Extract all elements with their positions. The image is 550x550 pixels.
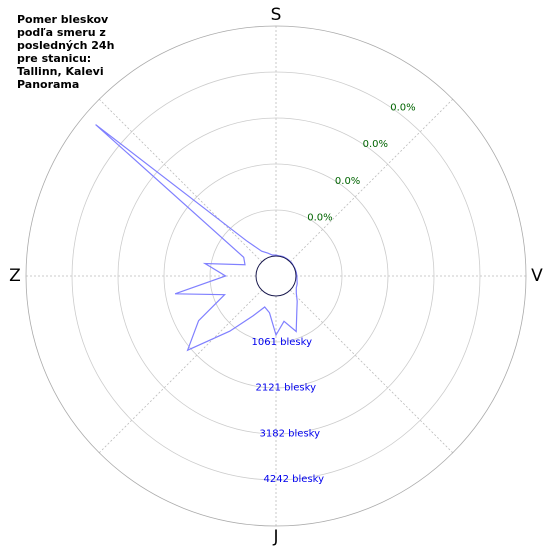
y-tick-label: 3182 blesky	[260, 428, 321, 439]
spoke	[98, 98, 263, 263]
title-line: posledných 24h	[17, 39, 115, 52]
outer-ring	[25, 25, 527, 527]
y-tick-label: 4242 blesky	[264, 474, 325, 485]
direction-label: V	[531, 266, 543, 286]
title-line: pre stanicu:	[17, 52, 92, 65]
title-line: podľa smeru z	[17, 26, 106, 39]
title-line: Tallinn, Kalevi	[17, 65, 104, 78]
chart-title: Pomer bleskov podľa smeru z posledných 24h…	[17, 13, 137, 91]
spoke	[289, 98, 454, 263]
grid-ring	[71, 71, 481, 481]
center-hole	[255, 255, 297, 297]
percent-label: 0.0%	[335, 176, 360, 187]
y-tick-label: 2121 blesky	[256, 383, 317, 394]
grid-ring	[163, 163, 389, 389]
direction-label: J	[272, 527, 278, 547]
percent-label: 0.0%	[307, 213, 332, 224]
direction-label: Z	[9, 266, 21, 286]
spoke	[98, 289, 263, 454]
title-line: Pomer bleskov	[17, 13, 109, 26]
title-line: Panorama	[17, 78, 80, 91]
series-line	[95, 124, 298, 352]
percent-label: 0.0%	[390, 103, 415, 114]
grid-ring	[209, 209, 343, 343]
y-tick-label: 1061 blesky	[252, 337, 313, 348]
grid-ring	[117, 117, 435, 435]
direction-label: S	[271, 5, 282, 25]
percent-label: 0.0%	[363, 139, 388, 150]
